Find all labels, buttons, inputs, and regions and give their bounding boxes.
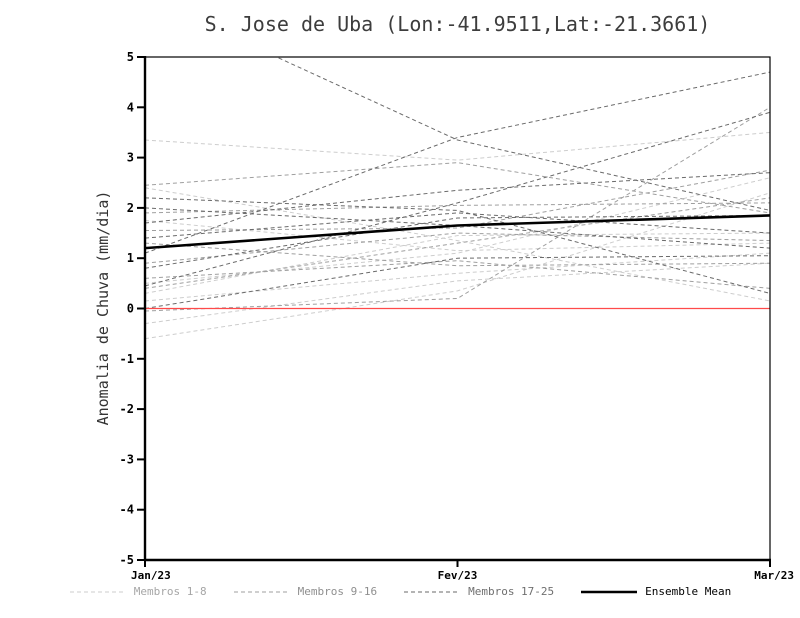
legend-line-sample bbox=[404, 591, 461, 592]
svg-text:-3: -3 bbox=[120, 452, 134, 466]
svg-text:Jan/23: Jan/23 bbox=[131, 569, 171, 580]
legend-line-sample bbox=[581, 590, 638, 593]
svg-text:5: 5 bbox=[127, 50, 134, 64]
legend-label: Membros 9-16 bbox=[297, 585, 378, 598]
legend-item-membros-1-8: Membros 1-8 bbox=[69, 585, 207, 598]
legend-line-sample bbox=[233, 591, 290, 592]
legend: Membros 1-8 Membros 9-16 Membros 17-25 E… bbox=[0, 585, 800, 598]
legend-line-sample bbox=[69, 591, 126, 592]
legend-label: Membros 17-25 bbox=[468, 585, 555, 598]
svg-text:-5: -5 bbox=[120, 553, 134, 567]
plot-svg: -5 -4 -3 -2 -1 0 1 2 3 4 5 Jan/23 Fev/23 Mar/23 bbox=[120, 50, 794, 580]
legend-item-membros-9-16: Membros 9-16 bbox=[233, 585, 377, 598]
svg-text:Fev/23: Fev/23 bbox=[438, 569, 478, 580]
legend-label: Ensemble Mean bbox=[645, 585, 732, 598]
svg-text:-2: -2 bbox=[120, 402, 134, 416]
svg-text:2: 2 bbox=[127, 201, 134, 215]
svg-text:4: 4 bbox=[127, 100, 134, 114]
svg-text:0: 0 bbox=[127, 302, 134, 316]
svg-text:-1: -1 bbox=[120, 352, 134, 366]
svg-text:1: 1 bbox=[127, 251, 134, 265]
svg-text:-4: -4 bbox=[120, 503, 134, 517]
legend-label: Membros 1-8 bbox=[133, 585, 207, 598]
chart-title: S. Jose de Uba (Lon:-41.9511,Lat:-21.366… bbox=[204, 12, 711, 36]
svg-text:3: 3 bbox=[127, 151, 134, 165]
legend-item-membros-17-25: Membros 17-25 bbox=[403, 585, 554, 598]
svg-text:Mar/23: Mar/23 bbox=[754, 569, 794, 580]
legend-item-ensemble-mean: Ensemble Mean bbox=[580, 585, 731, 598]
